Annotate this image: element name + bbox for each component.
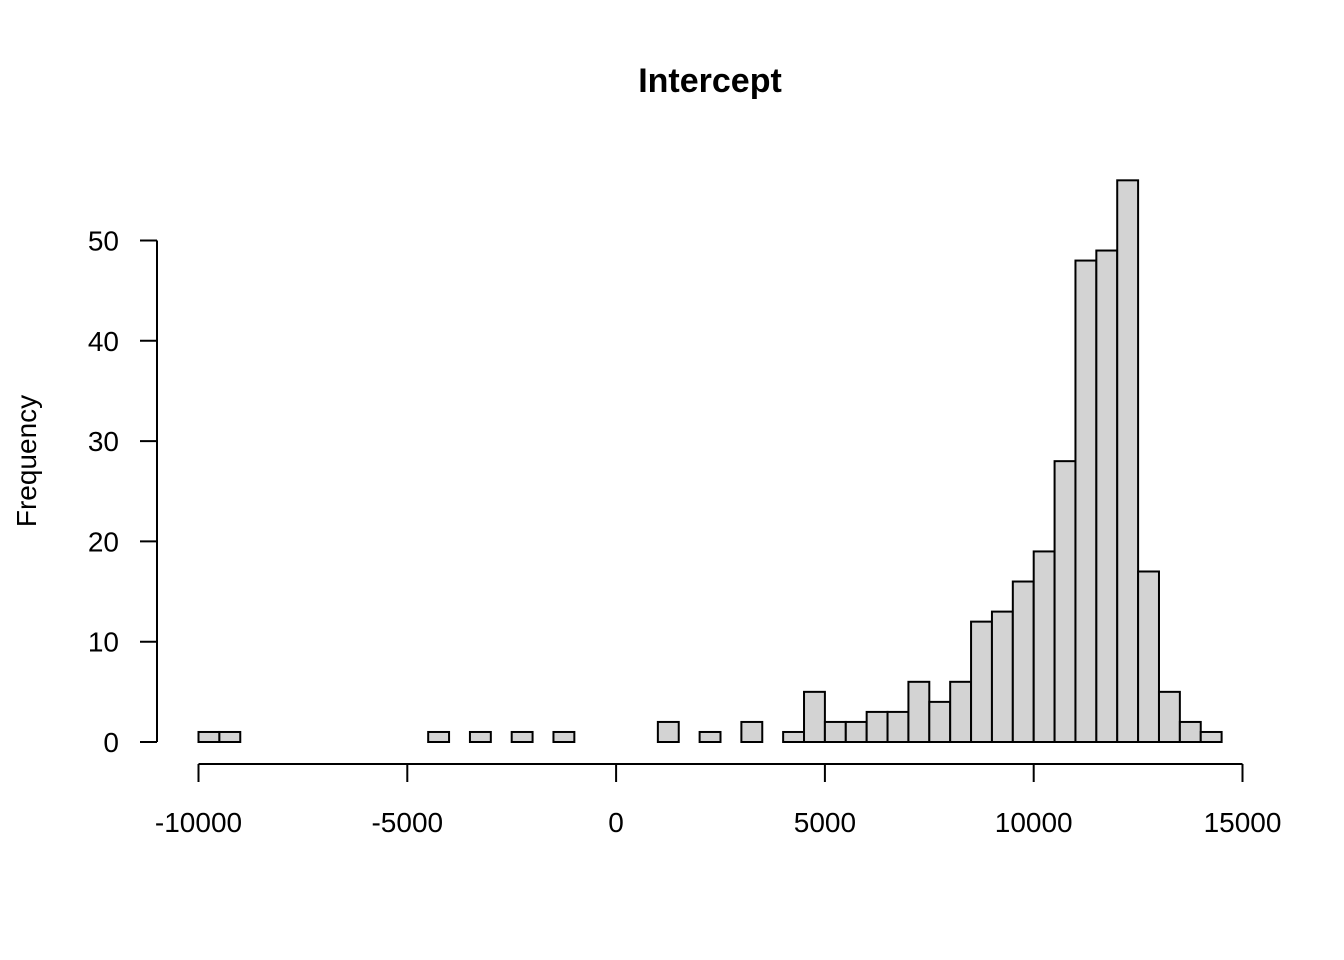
x-axis: -10000 -5000 0 5000 10000 15000 bbox=[155, 763, 1282, 838]
histogram-bar-28 bbox=[782, 730, 806, 743]
y-axis-label: Frequency bbox=[11, 395, 42, 527]
histogram-bar-38 bbox=[990, 610, 1014, 743]
histogram-bar-43 bbox=[1095, 249, 1119, 743]
histogram-bar-42 bbox=[1074, 259, 1098, 743]
histogram-bar-24 bbox=[698, 730, 722, 743]
y-tick-label-1: 10 bbox=[88, 627, 119, 658]
histogram-bar-33 bbox=[886, 710, 910, 743]
histogram-bar-35 bbox=[928, 700, 952, 744]
chart-title: Intercept bbox=[638, 62, 782, 100]
histogram-bar-40 bbox=[1032, 550, 1056, 743]
histogram-bar-41 bbox=[1053, 460, 1077, 743]
x-tick-label-5: 15000 bbox=[1204, 807, 1282, 838]
histogram-bar-17 bbox=[552, 730, 576, 743]
x-tick-label-1: -5000 bbox=[371, 807, 443, 838]
histogram-bar-44 bbox=[1116, 179, 1140, 743]
histogram-bar-30 bbox=[823, 720, 847, 744]
histogram-bar-31 bbox=[844, 720, 868, 744]
histogram-bar-46 bbox=[1157, 690, 1181, 743]
histogram-bar-15 bbox=[510, 730, 534, 743]
histogram-bar-22 bbox=[656, 720, 680, 744]
histogram-bar-32 bbox=[865, 710, 889, 743]
histogram-bar-26 bbox=[740, 720, 764, 744]
x-tick-label-3: 5000 bbox=[794, 807, 856, 838]
y-tick-label-0: 0 bbox=[103, 727, 119, 758]
histogram-bar-37 bbox=[970, 620, 993, 744]
histogram-bar-34 bbox=[907, 680, 931, 744]
y-tick-label-4: 40 bbox=[88, 326, 119, 357]
x-tick-label-0: -10000 bbox=[155, 807, 242, 838]
y-tick-label-5: 50 bbox=[88, 226, 119, 257]
histogram-bar-0 bbox=[197, 730, 221, 743]
x-tick-label-4: 10000 bbox=[995, 807, 1073, 838]
histogram-bar-1 bbox=[218, 730, 242, 743]
y-tick-label-2: 20 bbox=[88, 526, 119, 557]
y-tick-label-3: 30 bbox=[88, 426, 119, 457]
histogram-bar-11 bbox=[427, 730, 451, 743]
histogram-bar-45 bbox=[1137, 570, 1160, 743]
histogram-bar-39 bbox=[1011, 580, 1035, 744]
bars-group bbox=[197, 179, 1223, 744]
histogram-bar-13 bbox=[468, 730, 492, 743]
histogram-bar-36 bbox=[949, 680, 973, 744]
y-axis: 0 10 20 30 40 50 bbox=[88, 226, 158, 758]
histogram-bar-48 bbox=[1199, 730, 1223, 743]
x-tick-label-2: 0 bbox=[608, 807, 624, 838]
histogram-bar-47 bbox=[1178, 720, 1202, 744]
histogram-bar-29 bbox=[803, 690, 826, 743]
